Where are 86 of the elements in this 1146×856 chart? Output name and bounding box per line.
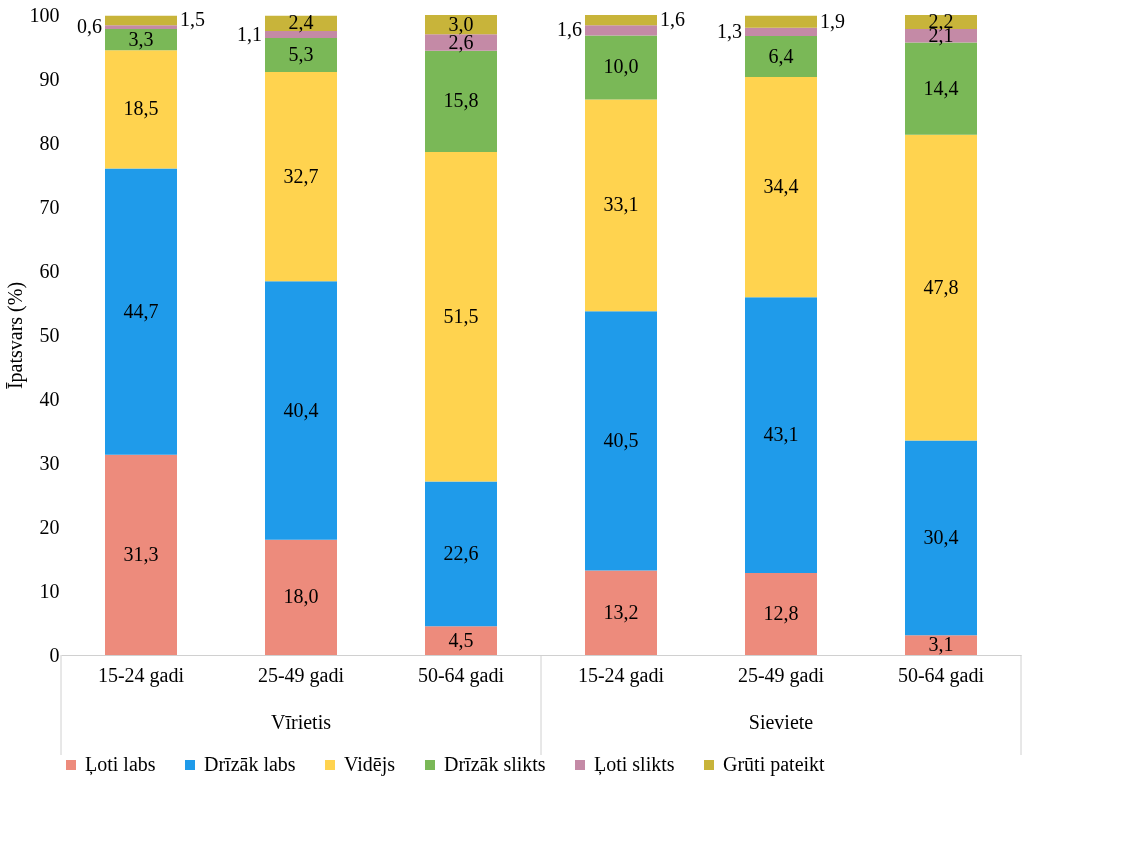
data-label: 13,2 [603,600,639,623]
y-axis-title: Īpatsvars (%) [3,281,27,390]
data-label: 5,3 [288,43,314,65]
y-tick-label: 40 [39,387,60,410]
bar [105,168,177,455]
legend-label: Ļoti labs [85,753,156,776]
bar [105,15,177,26]
bar [745,77,817,298]
x-tick-label: 50-64 gadi [417,663,505,687]
y-tick-label: 20 [39,515,60,538]
bar [425,481,497,627]
bar [585,25,657,36]
data-label: 1,6 [660,8,685,31]
bar [265,31,337,39]
data-label: 12,8 [763,602,799,625]
y-tick-label: 100 [29,3,60,26]
x-tick-label: 25-49 gadi [737,663,825,687]
y-tick-label: 90 [39,67,60,90]
data-label: 15,8 [443,89,479,112]
bar [105,25,177,30]
data-label: 32,7 [283,164,319,187]
data-label: 10,0 [603,55,639,78]
data-label: 22,6 [443,541,479,564]
legend-label: Ļoti slikts [594,753,675,776]
bar [105,454,177,655]
bar [585,15,657,26]
data-label: 1,1 [237,22,262,45]
bar [265,539,337,655]
bar [745,15,817,28]
y-tick-label: 50 [39,323,60,346]
y-tick-label: 30 [39,451,60,474]
x-tick-label: 15-24 gadi [577,663,665,687]
data-label: 34,4 [763,175,799,198]
legend-label: Drīzāk slikts [444,753,546,775]
y-tick-label: 0 [49,643,60,666]
data-label: 1,9 [820,9,845,32]
bar [905,440,977,636]
y-tick-label: 10 [39,579,60,602]
bar [745,36,817,78]
x-tick-label: 25-49 gadi [257,663,345,687]
bar [585,570,657,655]
data-label: 40,5 [603,428,639,451]
bar [585,311,657,571]
x-tick-label: 15-24 gadi [97,663,185,687]
legend-label: Drīzāk labs [204,753,296,775]
x-tick-label: 50-64 gadi [897,663,985,687]
data-label: 43,1 [763,423,799,446]
bar [105,50,177,169]
bar [585,35,657,100]
data-label: 2,4 [288,11,314,34]
data-label: 0,6 [77,15,102,38]
bar [265,281,337,540]
y-tick-label: 60 [39,259,60,282]
bar [265,71,337,282]
data-label: 1,6 [557,18,582,41]
text: Vīrietis [271,711,332,733]
legend-label: Vidējs [344,753,396,776]
y-tick-label: 80 [39,131,60,154]
bar [905,635,977,655]
bar [745,573,817,655]
data-label: 18,5 [123,97,159,120]
bar [265,38,337,72]
data-label: 1,5 [180,8,205,31]
data-label: 14,4 [923,76,959,99]
data-label: 1,3 [717,19,742,42]
data-label: 31,3 [123,542,159,565]
data-label: 33,1 [603,193,639,216]
data-label: 40,4 [283,398,319,421]
data-label: 4,5 [448,628,474,651]
bar [425,626,497,655]
data-label: 44,7 [123,299,159,322]
data-label: 6,4 [768,44,794,67]
y-tick-label: 70 [39,195,60,218]
data-label: 3,3 [128,27,154,50]
bar [745,297,817,574]
data-label: 51,5 [443,304,479,327]
bar [905,134,977,441]
bar [585,99,657,312]
data-label: 18,0 [283,585,319,608]
bar [425,151,497,482]
data-label: 47,8 [923,275,959,298]
data-label: 30,4 [923,525,959,548]
bar [745,27,817,37]
data-label: 3,1 [928,633,954,656]
legend-label: Grūti pateikt [723,753,826,776]
text: Sieviete [748,711,814,733]
